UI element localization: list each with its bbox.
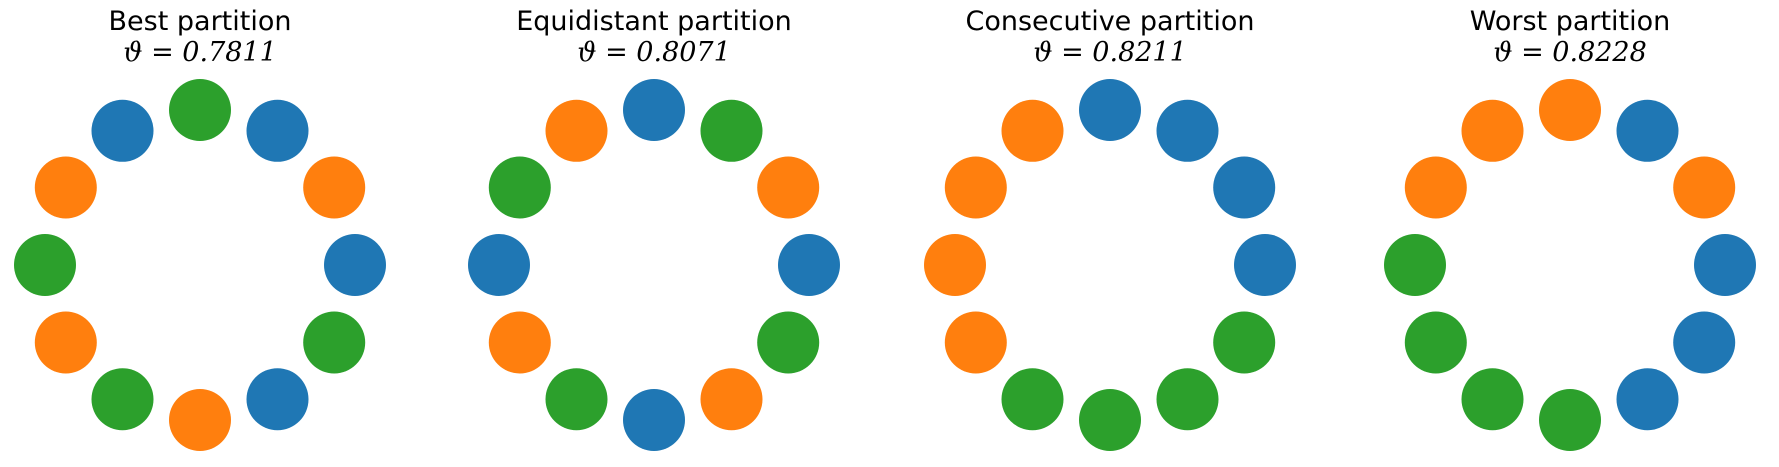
node-green <box>1461 368 1524 431</box>
node-orange <box>488 311 551 374</box>
node-orange <box>1673 156 1736 219</box>
panel-title: Equidistant partition ϑ = 0.8071 <box>444 6 864 68</box>
node-blue <box>468 234 530 296</box>
panel-name: Equidistant partition <box>516 6 792 37</box>
node-green <box>91 368 154 431</box>
node-blue <box>778 234 840 296</box>
node-orange <box>924 234 986 296</box>
node-orange <box>944 156 1007 219</box>
node-blue <box>1079 79 1141 141</box>
node-blue <box>91 99 154 162</box>
node-blue <box>1156 99 1219 162</box>
node-blue <box>1616 99 1679 162</box>
node-green <box>1213 311 1276 374</box>
node-orange <box>303 156 366 219</box>
node-green <box>700 99 763 162</box>
node-blue <box>1213 156 1276 219</box>
panel-title: Consecutive partition ϑ = 0.8211 <box>900 6 1320 68</box>
node-blue <box>1694 234 1756 296</box>
node-orange <box>700 368 763 431</box>
node-orange <box>944 311 1007 374</box>
theta-value: ϑ = 0.8211 <box>1033 37 1187 68</box>
panel-worst: Worst partition ϑ = 0.8228 <box>1360 0 1779 467</box>
theta-value: ϑ = 0.8071 <box>577 37 731 68</box>
node-orange <box>1001 99 1064 162</box>
node-ring <box>14 79 386 451</box>
node-blue <box>1616 368 1679 431</box>
panel-title: Best partition ϑ = 0.7811 <box>0 6 410 68</box>
node-orange <box>545 99 608 162</box>
node-orange <box>169 389 231 451</box>
node-orange <box>1404 156 1467 219</box>
node-orange <box>1539 79 1601 141</box>
node-blue <box>1234 234 1296 296</box>
node-green <box>1539 389 1601 451</box>
theta-value: ϑ = 0.8228 <box>1493 37 1647 68</box>
node-blue <box>246 99 309 162</box>
panel-equidistant: Equidistant partition ϑ = 0.8071 <box>444 0 864 467</box>
node-green <box>1404 311 1467 374</box>
node-blue <box>324 234 386 296</box>
node-blue <box>246 368 309 431</box>
panel-name: Best partition <box>108 6 292 37</box>
node-ring <box>468 79 840 451</box>
node-blue <box>623 79 685 141</box>
node-orange <box>1461 99 1524 162</box>
node-green <box>14 234 76 296</box>
node-green <box>545 368 608 431</box>
theta-value: ϑ = 0.7811 <box>123 37 277 68</box>
node-blue <box>623 389 685 451</box>
node-ring <box>1384 79 1756 451</box>
node-green <box>1156 368 1219 431</box>
node-green <box>1079 389 1141 451</box>
node-green <box>488 156 551 219</box>
node-green <box>1001 368 1064 431</box>
node-orange <box>757 156 820 219</box>
node-blue <box>1673 311 1736 374</box>
node-green <box>1384 234 1446 296</box>
panel-title: Worst partition ϑ = 0.8228 <box>1360 6 1779 68</box>
node-green <box>303 311 366 374</box>
panel-name: Consecutive partition <box>965 6 1255 37</box>
node-green <box>169 79 231 141</box>
panel-best: Best partition ϑ = 0.7811 <box>0 0 410 467</box>
node-green <box>757 311 820 374</box>
node-orange <box>34 311 97 374</box>
panel-consecutive: Consecutive partition ϑ = 0.8211 <box>900 0 1320 467</box>
node-orange <box>34 156 97 219</box>
node-ring <box>924 79 1296 451</box>
panel-name: Worst partition <box>1469 6 1671 37</box>
